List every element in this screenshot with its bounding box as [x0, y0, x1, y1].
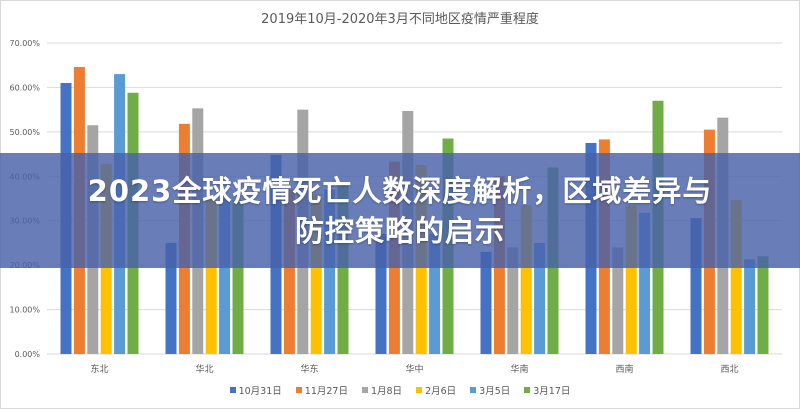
y-tick-label: 0.00%	[15, 350, 41, 359]
bar-华北-10月31日	[165, 242, 177, 354]
legend-swatch	[229, 387, 236, 393]
bar-西北-3月17日	[757, 256, 769, 354]
legend-item: 11月27日	[295, 383, 348, 397]
legend-swatch	[295, 387, 302, 393]
legend-label: 11月27日	[304, 386, 348, 397]
bar-西南-2月6日	[625, 205, 637, 354]
x-tick-label: 华北	[195, 363, 213, 375]
bar-华南-2月6日	[520, 205, 532, 354]
bar-华南-10月31日	[480, 251, 492, 354]
headline-line-1: 2023全球疫情死亡人数深度解析，区域差异与	[87, 173, 713, 208]
legend-swatch	[361, 387, 368, 393]
legend-label: 10月31日	[238, 386, 282, 397]
bar-西北-2月6日	[730, 199, 742, 354]
y-tick-label: 10.00%	[9, 306, 40, 315]
legend-item: 10月31日	[229, 383, 282, 397]
chart-title: 2019年10月-2020年3月不同地区疫情严重程度	[261, 12, 539, 27]
legend: 10月31日 11月27日 1月8日 2月6日 3月5日 3月17日	[0, 383, 800, 397]
legend-item: 1月8日	[361, 383, 403, 397]
legend-label: 3月17日	[533, 386, 571, 397]
bar-华中-3月5日	[429, 234, 441, 354]
legend-swatch	[524, 387, 531, 393]
legend-label: 3月5日	[479, 386, 511, 397]
legend-label: 2月6日	[425, 386, 457, 397]
x-tick-label: 东北	[90, 363, 108, 375]
x-tick-label: 华中	[405, 363, 423, 375]
bar-西南-3月5日	[639, 212, 651, 354]
y-tick-label: 50.00%	[9, 128, 40, 137]
legend-swatch	[416, 387, 423, 393]
legend-item: 3月5日	[470, 383, 510, 397]
bar-华北-3月17日	[232, 199, 244, 354]
headline-line-2: 防控策略的启示	[294, 213, 505, 248]
bar-华东-3月17日	[337, 185, 349, 354]
x-tick-label: 华东	[300, 363, 318, 375]
bar-华东-2月6日	[310, 194, 322, 354]
legend-label: 1月8日	[370, 386, 403, 397]
x-tick-label: 西南	[615, 363, 633, 375]
bar-华东-3月5日	[324, 189, 336, 354]
y-tick-label: 60.00%	[9, 83, 40, 92]
x-tick-label: 西北	[720, 364, 738, 375]
bar-华北-3月5日	[219, 198, 231, 354]
headline-banner: 2023全球疫情死亡人数深度解析，区域差异与 防控策略的启示	[0, 153, 800, 268]
legend-item: 2月6日	[416, 383, 456, 397]
bar-华南-1月8日	[507, 247, 519, 354]
x-tick-label: 华南	[510, 363, 528, 375]
bar-华南-3月5日	[534, 242, 546, 354]
bar-华中-10月31日	[375, 234, 387, 354]
legend-item: 3月17日	[524, 383, 570, 397]
bar-华东-11月27日	[283, 189, 295, 354]
bar-西北-3月5日	[744, 259, 756, 354]
bar-西北-10月31日	[690, 218, 702, 354]
bar-华北-2月6日	[205, 198, 217, 354]
bar-西南-1月8日	[612, 247, 624, 354]
legend-swatch	[470, 387, 477, 393]
y-tick-label: 70.00%	[9, 39, 40, 48]
